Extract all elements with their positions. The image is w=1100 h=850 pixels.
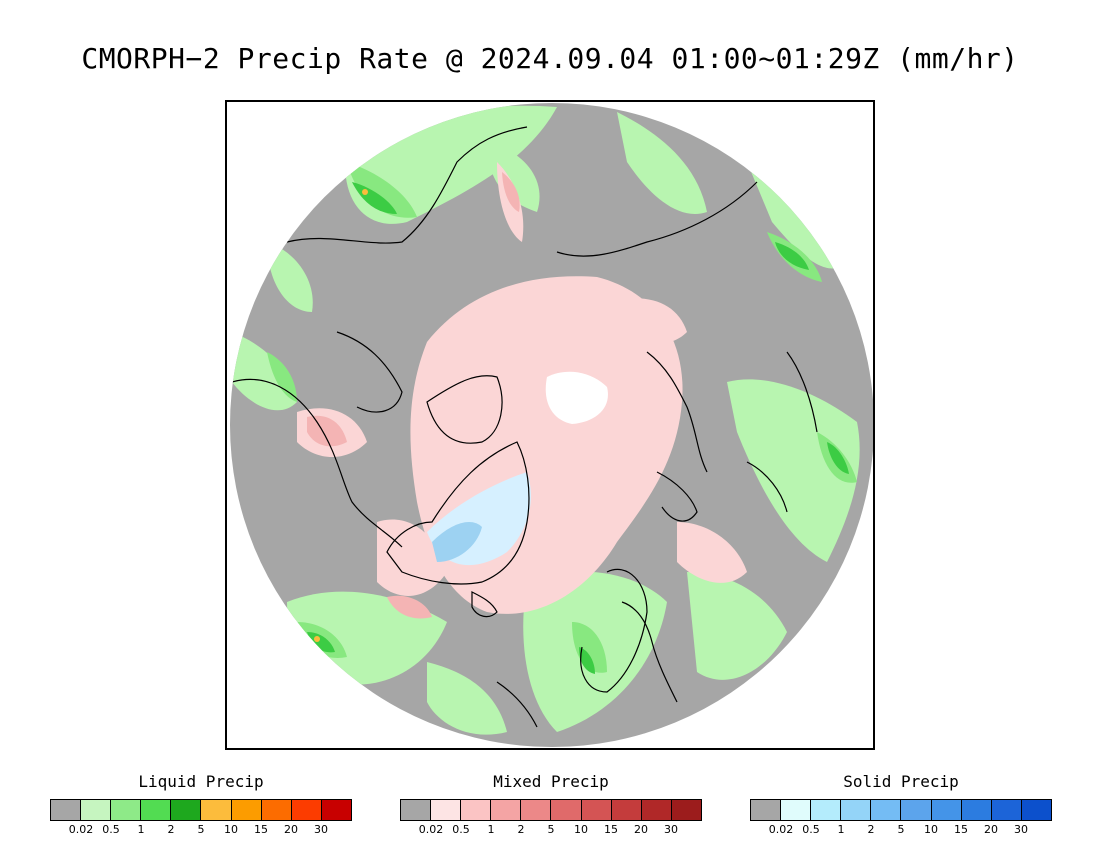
legend-tick-label: 2 bbox=[167, 823, 175, 836]
legend-title: Liquid Precip bbox=[138, 772, 264, 791]
legend-tick-label: 2 bbox=[867, 823, 875, 836]
legend-tick-label: 30 bbox=[314, 823, 328, 836]
tick-labels: 0.02 0.5 1 2 5 10 15 20 30 bbox=[50, 823, 352, 837]
legend-tick-label: 20 bbox=[284, 823, 298, 836]
legend-tick-label: 5 bbox=[197, 823, 205, 836]
legend-tick-label: 5 bbox=[897, 823, 905, 836]
legend-tick-label: 20 bbox=[634, 823, 648, 836]
polar-precip-map bbox=[225, 100, 875, 750]
legend-swatch bbox=[261, 800, 292, 820]
legend-swatch bbox=[901, 800, 932, 820]
legend-tick-label: 0.5 bbox=[102, 823, 120, 836]
legend-tick-label: 1 bbox=[137, 823, 145, 836]
legend-tick-label: 20 bbox=[984, 823, 998, 836]
legend-swatch bbox=[781, 800, 812, 820]
legend-swatch bbox=[231, 800, 262, 820]
legend-swatch bbox=[431, 800, 462, 820]
legend-liquid: Liquid Precip 0.02 0.5 1 2 5 10 15 20 30 bbox=[50, 772, 352, 837]
legend-solid: Solid Precip 0.02 0.5 1 2 5 10 15 20 30 bbox=[750, 772, 1052, 837]
legend-swatch bbox=[551, 800, 582, 820]
legend-tick-label: 2 bbox=[517, 823, 525, 836]
legend-swatch bbox=[991, 800, 1022, 820]
legend-tick-label: 15 bbox=[954, 823, 968, 836]
legend-swatch bbox=[171, 800, 202, 820]
legend-swatch bbox=[321, 800, 351, 820]
legend-tick-label: 30 bbox=[664, 823, 678, 836]
legend-swatch bbox=[751, 800, 782, 820]
legend-swatch bbox=[201, 800, 232, 820]
legend-tick-label: 0.5 bbox=[802, 823, 820, 836]
legend-tick-label: 5 bbox=[547, 823, 555, 836]
legend-swatch bbox=[521, 800, 552, 820]
legend-tick-label: 0.02 bbox=[768, 823, 794, 836]
legend-swatch bbox=[611, 800, 642, 820]
legend-title: Solid Precip bbox=[843, 772, 959, 791]
legend-swatch bbox=[931, 800, 962, 820]
legend-tick-label: 1 bbox=[487, 823, 495, 836]
legend-tick-label: 10 bbox=[574, 823, 588, 836]
legend-swatch bbox=[111, 800, 142, 820]
legend-swatch bbox=[871, 800, 902, 820]
legend-mixed: Mixed Precip 0.02 0.5 1 2 5 10 15 20 30 bbox=[400, 772, 702, 837]
tick-labels: 0.02 0.5 1 2 5 10 15 20 30 bbox=[750, 823, 1052, 837]
legend-title: Mixed Precip bbox=[493, 772, 609, 791]
no-data-polar-cap bbox=[545, 371, 608, 424]
legend-swatch bbox=[291, 800, 322, 820]
legend-tick-label: 15 bbox=[254, 823, 268, 836]
legend-tick-label: 0.02 bbox=[68, 823, 94, 836]
legend-tick-label: 30 bbox=[1014, 823, 1028, 836]
legend-tick-label: 10 bbox=[924, 823, 938, 836]
legend-tick-label: 15 bbox=[604, 823, 618, 836]
legend-swatch bbox=[1021, 800, 1051, 820]
coastlines bbox=[231, 126, 818, 728]
legend-swatch bbox=[401, 800, 432, 820]
legend-swatch bbox=[81, 800, 112, 820]
legend-tick-label: 1 bbox=[837, 823, 845, 836]
legend-tick-label: 10 bbox=[224, 823, 238, 836]
legend-swatch bbox=[641, 800, 672, 820]
color-bar bbox=[750, 799, 1052, 821]
tick-labels: 0.02 0.5 1 2 5 10 15 20 30 bbox=[400, 823, 702, 837]
legend-tick-label: 0.02 bbox=[418, 823, 444, 836]
legend-swatch bbox=[51, 800, 82, 820]
legend-swatch bbox=[841, 800, 872, 820]
color-bar bbox=[400, 799, 702, 821]
legend-swatch bbox=[461, 800, 492, 820]
map-title: CMORPH−2 Precip Rate @ 2024.09.04 01:00~… bbox=[81, 42, 1019, 75]
solid-precip-areas bbox=[427, 472, 531, 566]
legend-swatch bbox=[811, 800, 842, 820]
legend-swatch bbox=[671, 800, 701, 820]
color-bar bbox=[50, 799, 352, 821]
precip-map-svg bbox=[230, 103, 873, 747]
legend-swatch bbox=[581, 800, 612, 820]
legend-swatch bbox=[491, 800, 522, 820]
legend-swatch bbox=[141, 800, 172, 820]
legend-swatch bbox=[961, 800, 992, 820]
moderate-mixed-precip-areas bbox=[307, 172, 520, 619]
legend-tick-label: 0.5 bbox=[452, 823, 470, 836]
